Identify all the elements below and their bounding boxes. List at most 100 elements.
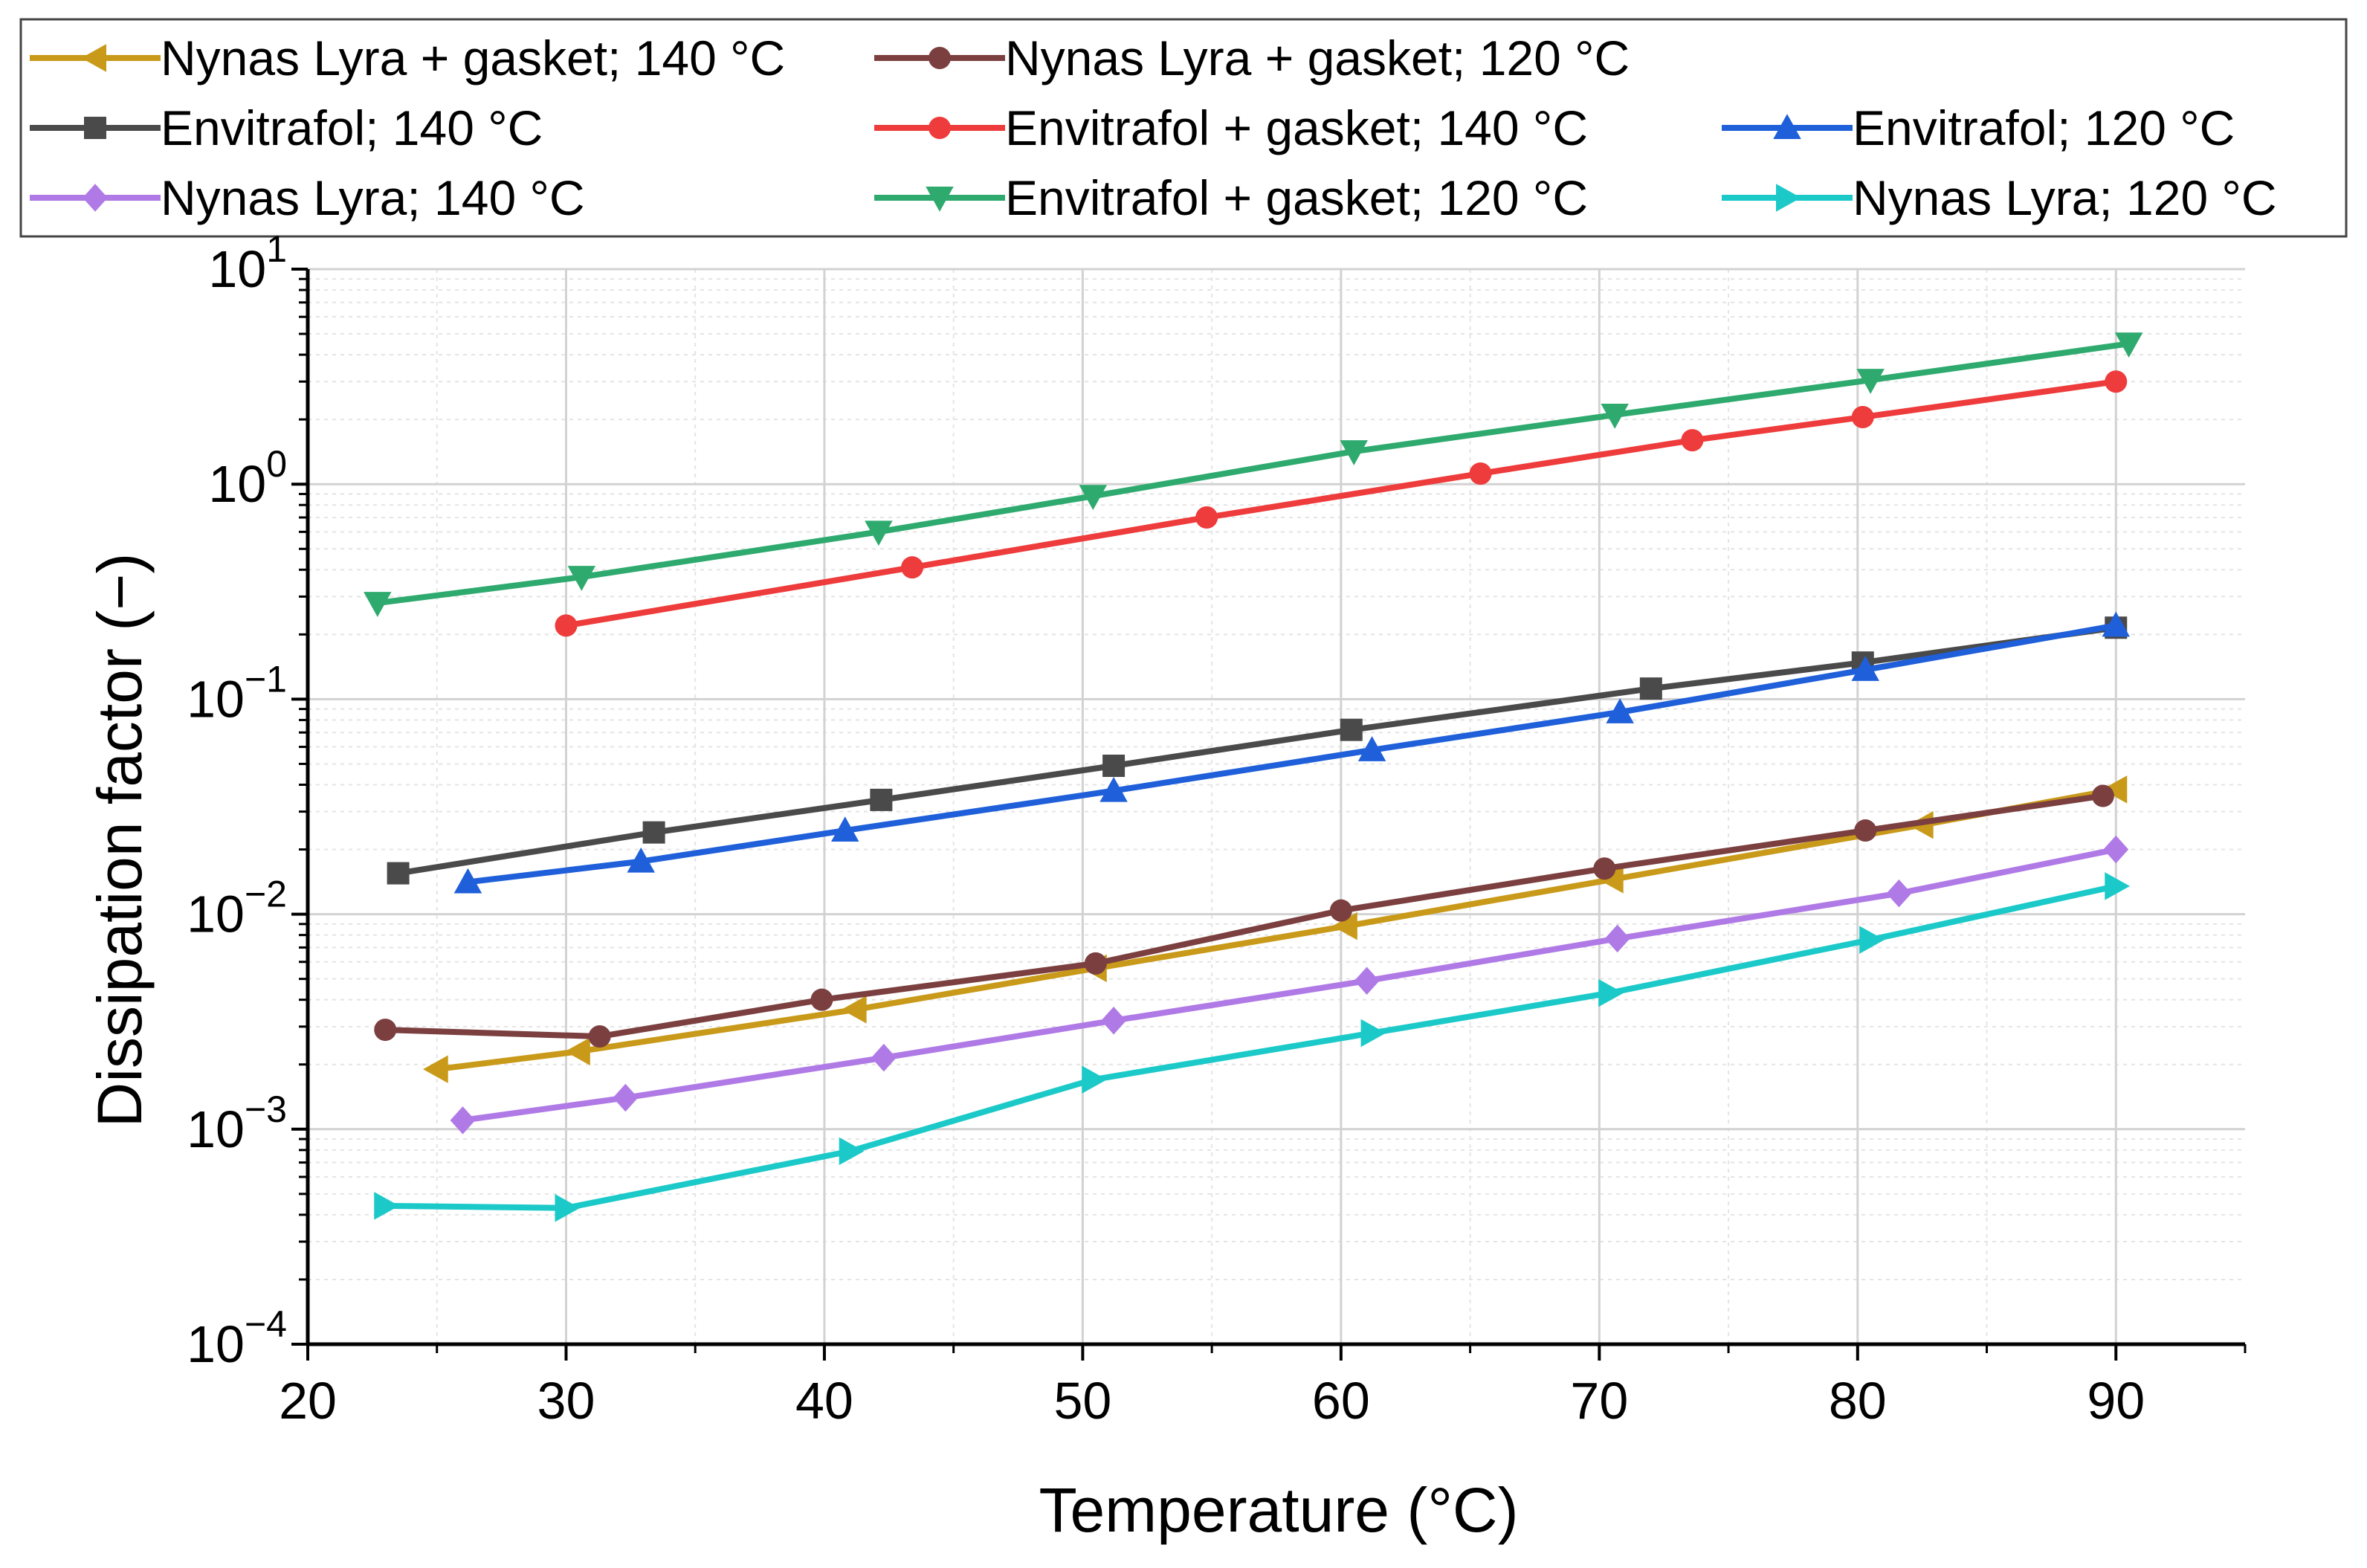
series-7 (364, 332, 2143, 617)
legend-label: Nynas Lyra; 120 °C (1853, 170, 2277, 225)
y-tick-label: 10−3 (187, 1088, 287, 1158)
legend-item: Nynas Lyra + gasket; 140 °C (30, 30, 785, 86)
data-point (2105, 370, 2128, 393)
data-point (374, 1019, 397, 1042)
legend-item: Nynas Lyra + gasket; 120 °C (874, 30, 1630, 86)
data-point (1593, 857, 1616, 880)
data-point (642, 821, 665, 844)
data-point (871, 1043, 897, 1072)
data-point (1357, 736, 1386, 761)
data-point (555, 1194, 581, 1222)
series-5 (453, 611, 2131, 894)
x-tick-label: 60 (1312, 1372, 1370, 1430)
y-axis-title: Dissipation factor (−) (85, 553, 155, 1128)
legend-label: Envitrafol + gasket; 140 °C (1005, 100, 1588, 155)
data-point (1099, 776, 1128, 802)
data-point (565, 1037, 590, 1065)
data-point (1598, 978, 1624, 1007)
data-point (422, 1055, 448, 1083)
data-point (2102, 775, 2128, 804)
data-point (1859, 926, 1885, 954)
series-layer (364, 332, 2143, 1222)
data-point (1084, 952, 1107, 975)
legend-marker (81, 44, 106, 72)
grid (308, 268, 2245, 1346)
data-point (374, 1192, 399, 1220)
data-point (1469, 462, 1492, 485)
axes: 10−4 10−3 10−2 10−1 100 101 20 30 40 50 60 70 80 90 (187, 228, 2247, 1430)
data-point (1854, 819, 1877, 842)
data-point (1604, 924, 1630, 953)
data-point (613, 1083, 639, 1112)
data-point (555, 614, 578, 637)
data-point (1360, 1019, 1386, 1048)
series-line (465, 622, 2119, 885)
data-point (1851, 656, 1879, 681)
legend-item: Envitrafol; 120 °C (1722, 100, 2235, 155)
legend-marker (1773, 114, 1801, 139)
data-point (1851, 406, 1874, 429)
data-point (839, 1137, 865, 1166)
series-2 (374, 784, 2114, 1048)
x-tick-label: 40 (795, 1372, 853, 1430)
data-point (1101, 1006, 1126, 1035)
data-point (1886, 879, 1912, 908)
data-point (841, 996, 867, 1024)
legend-label: Envitrafol; 140 °C (161, 100, 543, 155)
series-line (459, 846, 2119, 1123)
data-point (627, 847, 655, 873)
legend-marker (84, 117, 106, 139)
x-tick-label: 90 (2087, 1372, 2145, 1430)
data-point (1601, 404, 1629, 429)
data-point (1082, 1065, 1108, 1094)
data-point (2105, 872, 2131, 900)
data-point (1681, 429, 1704, 452)
data-point (865, 520, 893, 546)
legend-marker (929, 47, 951, 69)
series-4 (555, 370, 2128, 637)
data-point (2114, 332, 2143, 358)
data-point (364, 592, 392, 617)
data-point (567, 566, 596, 591)
series-6 (450, 835, 2129, 1135)
y-tick-label: 101 (208, 228, 287, 298)
legend-frame (19, 18, 2348, 238)
data-point (2102, 611, 2131, 637)
y-tick-label: 10−2 (187, 874, 287, 943)
data-point (1354, 967, 1380, 995)
data-point (1606, 698, 1634, 723)
legend-label: Envitrafol; 120 °C (1853, 100, 2235, 155)
data-point (1598, 865, 1624, 894)
data-point (588, 1025, 611, 1048)
y-tick-label: 10−1 (187, 658, 287, 728)
legend-item: Nynas Lyra; 120 °C (1722, 170, 2277, 225)
x-tick-label: 80 (1829, 1372, 1887, 1430)
data-point (810, 988, 833, 1011)
series-line (374, 341, 2132, 607)
x-tick-label: 50 (1053, 1372, 1111, 1430)
data-point (1639, 677, 1662, 700)
series-3 (387, 616, 2128, 885)
y-tick-label: 100 (208, 443, 287, 513)
data-point (450, 1106, 476, 1135)
data-point (1340, 440, 1368, 465)
data-point (453, 868, 482, 894)
data-point (1329, 899, 1352, 922)
data-point (870, 788, 893, 811)
data-point (901, 556, 924, 579)
x-axis-title: Temperature (°C) (1039, 1475, 1518, 1545)
data-point (387, 862, 410, 885)
data-point (1195, 506, 1218, 529)
legend: Nynas Lyra + gasket; 140 °C Nynas Lyra + … (19, 18, 2348, 238)
legend-item: Envitrafol + gasket; 120 °C (874, 170, 1588, 225)
series-line (382, 793, 2106, 1040)
legend-item: Envitrafol + gasket; 140 °C (874, 100, 1588, 155)
legend-marker (83, 184, 108, 212)
data-point (830, 816, 859, 842)
legend-label: Nynas Lyra + gasket; 140 °C (161, 30, 785, 86)
y-tick-label: 10−4 (187, 1303, 287, 1373)
data-point (1340, 718, 1363, 741)
data-point (1079, 485, 1108, 511)
legend-marker (1776, 184, 1801, 212)
